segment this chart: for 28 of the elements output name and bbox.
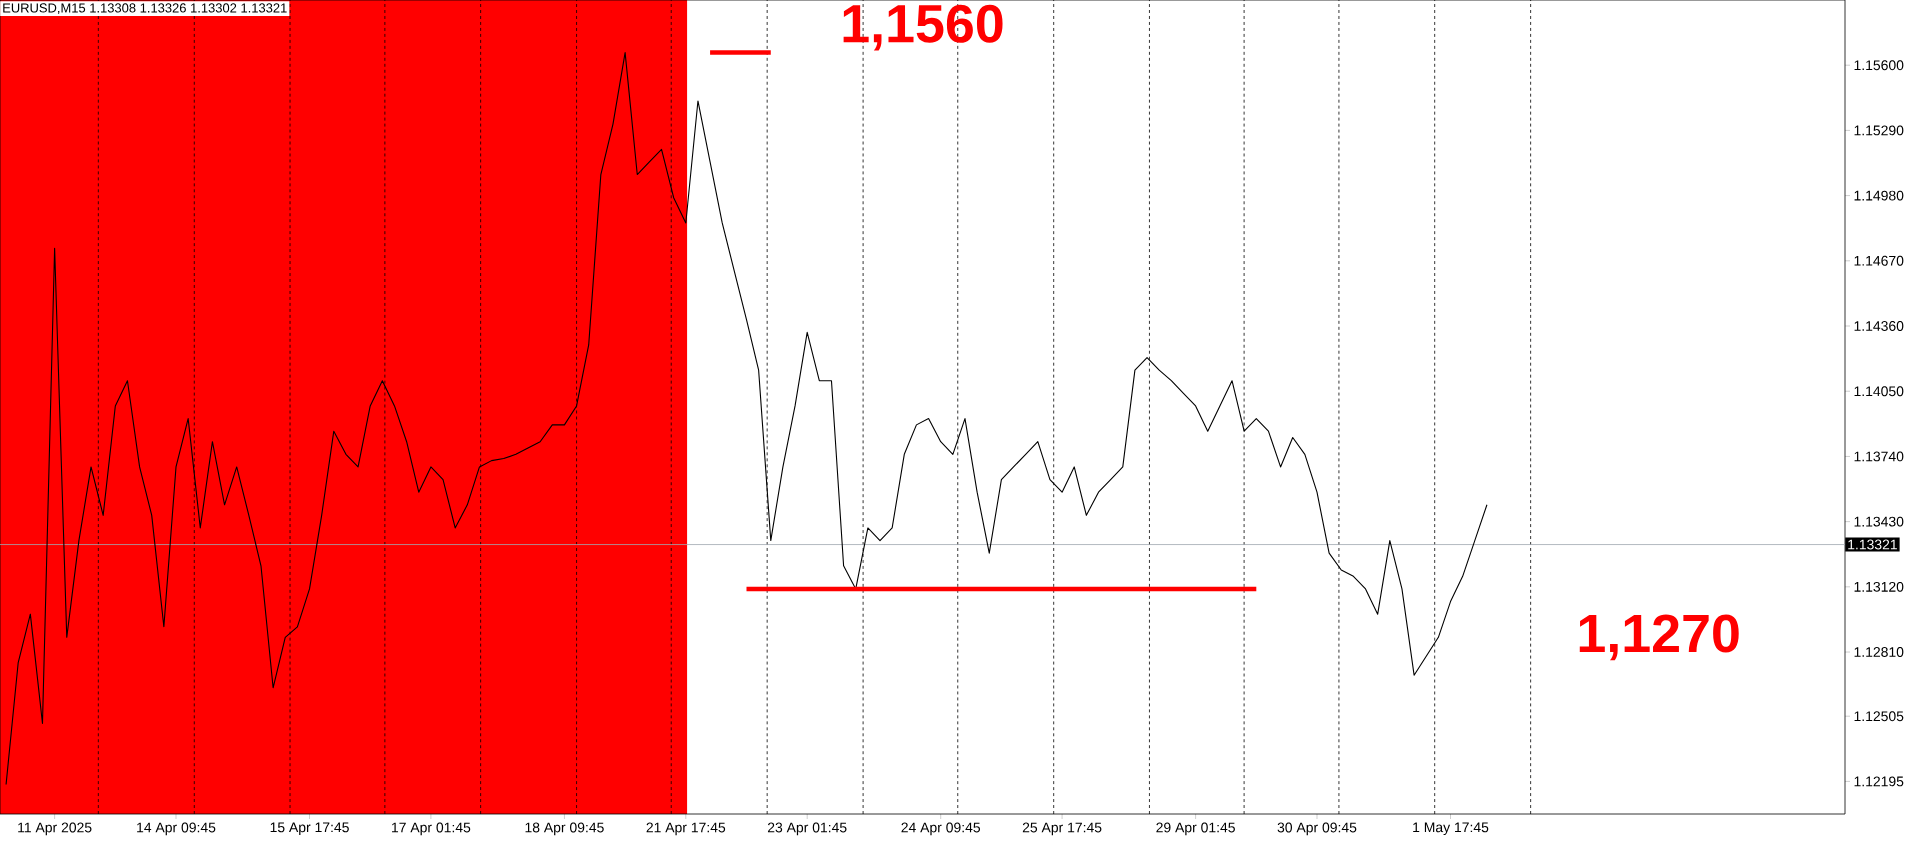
y-tick-label: 1.13120	[1854, 581, 1904, 592]
y-tick-label: 1.14360	[1854, 321, 1904, 331]
x-tick-label: 24 Apr 09:45	[901, 822, 981, 836]
ref-line-label: 1.13321	[1848, 539, 1897, 550]
y-tick-label: 1.13740	[1854, 451, 1904, 462]
x-tick-label: 1 May 17:45	[1413, 822, 1489, 836]
x-tick-label: 29 Apr 01:45	[1156, 822, 1235, 836]
y-tick-label: 1.14050	[1854, 386, 1904, 397]
x-tick-label: 11 Apr 2025	[18, 822, 92, 836]
x-tick-label: 23 Apr 01:45	[767, 822, 847, 836]
chart-title: EURUSD,M15 1.13308 1.13326 1.13302 1.13321	[3, 3, 287, 15]
y-tick-label: 1.14670	[1854, 255, 1904, 266]
y-tick-label: 1.12505	[1854, 711, 1904, 722]
y-tick-label: 1.15600	[1854, 60, 1904, 71]
x-tick-label: 15 Apr 17:45	[270, 822, 349, 836]
annotation: 1,1270	[1579, 614, 1739, 661]
x-tick-label: 18 Apr 09:45	[525, 822, 604, 836]
y-tick-label: 1.12810	[1854, 647, 1904, 657]
annotation: 1,1560	[843, 4, 1003, 51]
x-tick-label: 14 Apr 09:45	[137, 822, 216, 836]
x-tick-label: 30 Apr 09:45	[1277, 822, 1357, 836]
x-tick-label: 17 Apr 01:45	[392, 822, 471, 836]
y-tick-label: 1.15290	[1854, 125, 1904, 136]
y-tick-label: 1.12195	[1854, 776, 1904, 787]
x-tick-label: 25 Apr 17:45	[1022, 822, 1102, 836]
y-tick-label: 1.14980	[1854, 190, 1904, 201]
x-tick-label: 21 Apr 17:45	[646, 822, 726, 836]
y-tick-label: 1.13430	[1854, 516, 1904, 527]
